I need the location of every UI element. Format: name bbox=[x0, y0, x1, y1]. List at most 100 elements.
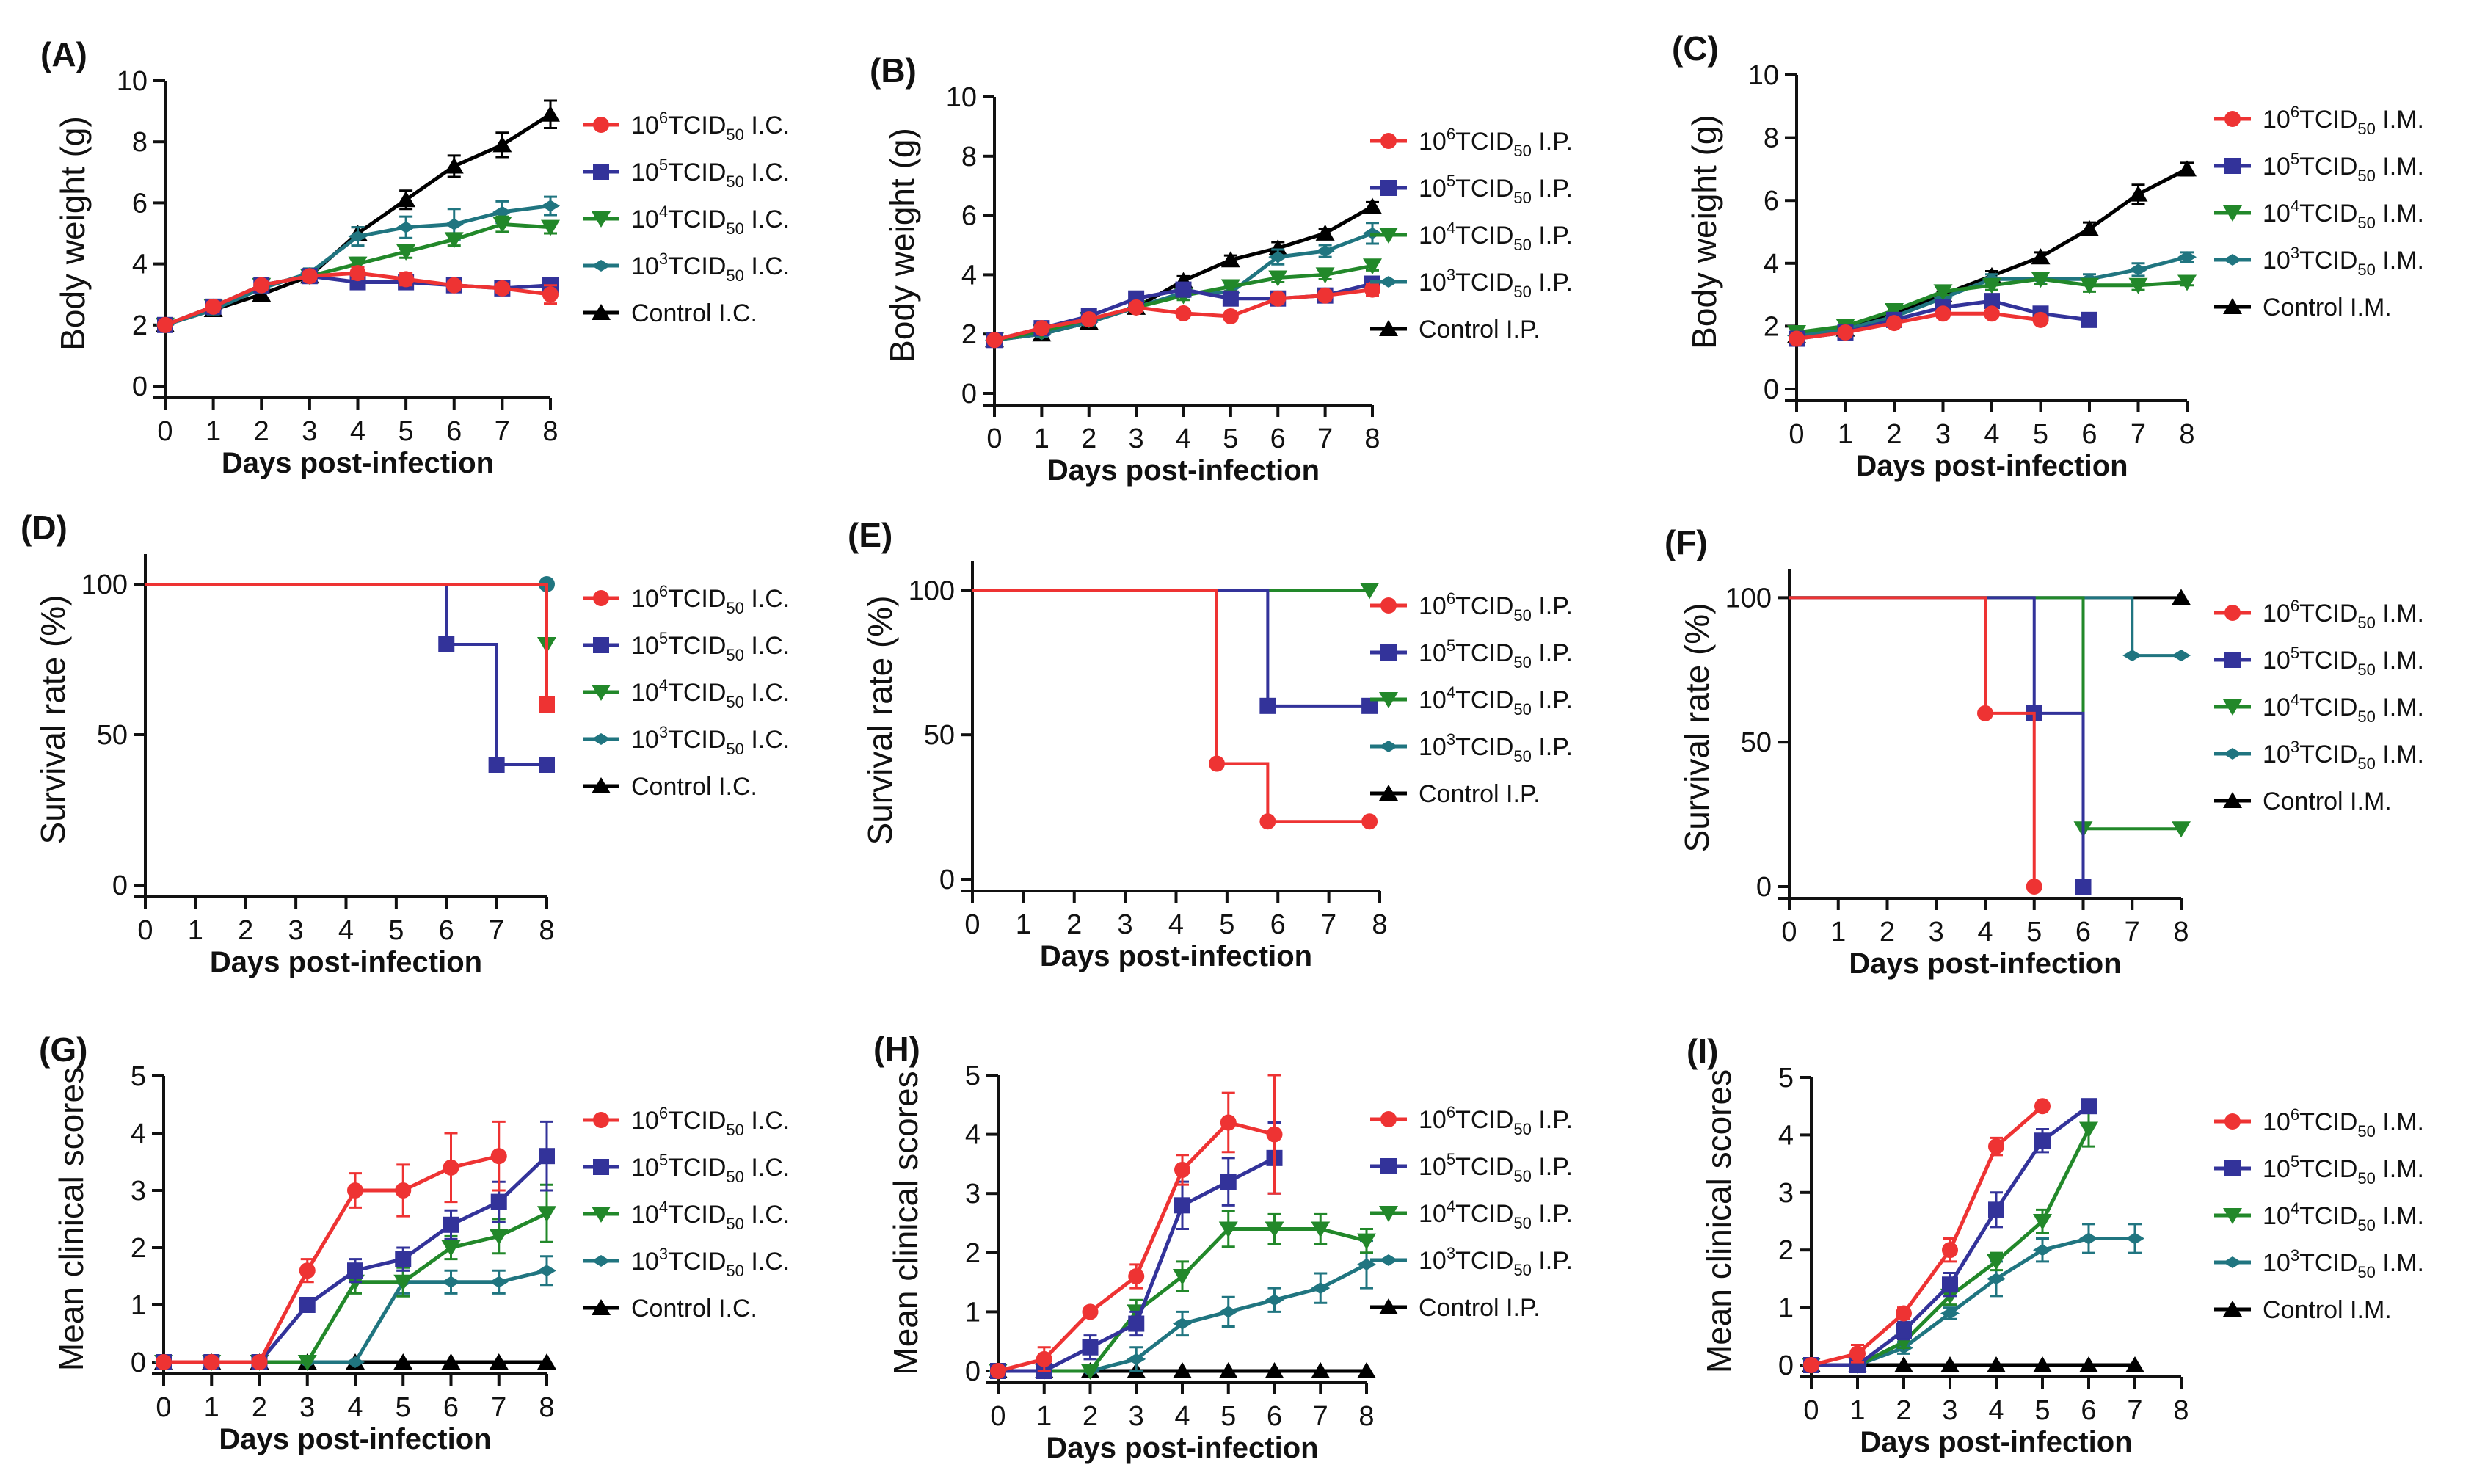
series-1 bbox=[1803, 1098, 2051, 1373]
data-point bbox=[443, 1216, 459, 1233]
data-point bbox=[1175, 281, 1192, 298]
legend-marker bbox=[592, 1207, 611, 1223]
y-axis-label: Survival rate (%) bbox=[861, 596, 899, 845]
data-point bbox=[1259, 813, 1276, 830]
y-tick-label: 0 bbox=[939, 865, 955, 895]
y-tick-label: 2 bbox=[1764, 311, 1779, 342]
data-point bbox=[2125, 1356, 2144, 1372]
data-point bbox=[1268, 239, 1288, 256]
x-tick-label: 0 bbox=[157, 416, 172, 447]
data-point bbox=[299, 1262, 316, 1279]
legend-marker bbox=[2224, 605, 2241, 621]
data-point bbox=[1265, 1294, 1284, 1306]
data-point bbox=[1270, 290, 1287, 307]
series-line bbox=[1811, 1105, 2044, 1367]
y-axis-label: Survival rate (%) bbox=[34, 595, 72, 845]
data-point bbox=[2122, 650, 2142, 662]
data-point bbox=[1174, 1197, 1190, 1214]
y-tick-label: 6 bbox=[961, 201, 977, 232]
x-tick-label: 0 bbox=[986, 423, 1002, 454]
x-tick-label: 6 bbox=[1267, 1401, 1282, 1432]
legend-marker bbox=[1379, 741, 1398, 752]
data-point bbox=[2128, 277, 2148, 294]
panel-label: (C) bbox=[1672, 29, 1719, 68]
data-point bbox=[1173, 1317, 1192, 1330]
series-1 bbox=[972, 589, 1378, 830]
x-tick-label: 2 bbox=[254, 416, 269, 447]
legend-marker bbox=[593, 637, 609, 653]
x-tick-label: 3 bbox=[299, 1392, 315, 1423]
x-tick-label: 6 bbox=[2075, 917, 2091, 947]
data-point bbox=[541, 200, 560, 212]
x-tick-label: 4 bbox=[347, 1392, 363, 1423]
chart-panel-a: (A) 0 2 4 6 8 10 0 1 2 3 4 5 6 7 8 Days post-infection Bo… bbox=[40, 35, 790, 479]
survival-step-line bbox=[1789, 596, 2085, 887]
data-point bbox=[1265, 1221, 1284, 1238]
x-axis-label: Days post-infection bbox=[1040, 940, 1312, 972]
x-tick-label: 2 bbox=[1066, 909, 1082, 940]
x-tick-label: 5 bbox=[2026, 917, 2042, 947]
data-point bbox=[2032, 311, 2049, 328]
chart-panel-d: (D) 0 50 100 0 1 2 3 4 5 6 7 8 Days post-infection Sur… bbox=[21, 509, 790, 978]
x-tick-label: 7 bbox=[491, 1392, 506, 1423]
legend-entry: 103TCID50 I.P. bbox=[1419, 730, 1573, 765]
data-point bbox=[1209, 755, 1225, 772]
x-tick-label: 2 bbox=[1081, 423, 1096, 454]
data-point bbox=[1036, 1350, 1052, 1367]
legend-entry: 105TCID50 I.P. bbox=[1419, 172, 1573, 207]
data-point bbox=[2172, 589, 2191, 605]
x-tick-label: 7 bbox=[1321, 909, 1336, 940]
series-1 bbox=[1789, 305, 2049, 347]
data-point bbox=[2033, 1356, 2052, 1372]
data-point bbox=[2080, 277, 2099, 294]
y-tick-label: 2 bbox=[1778, 1235, 1794, 1266]
legend-entry: 103TCID50 I.M. bbox=[2263, 738, 2424, 773]
data-point bbox=[1317, 287, 1334, 304]
y-tick-label: 5 bbox=[965, 1061, 980, 1091]
data-point bbox=[1987, 1273, 2006, 1285]
data-point bbox=[299, 1297, 316, 1313]
x-axis-label: Days post-infection bbox=[210, 946, 482, 978]
x-axis-label: Days post-infection bbox=[1860, 1426, 2132, 1458]
data-point bbox=[492, 205, 512, 218]
x-tick-label: 8 bbox=[2173, 917, 2189, 947]
data-point bbox=[1127, 1353, 1146, 1365]
x-tick-label: 7 bbox=[1317, 423, 1333, 454]
data-point bbox=[1885, 303, 1904, 319]
x-tick-label: 3 bbox=[1129, 423, 1144, 454]
legend-entry: Control I.C. bbox=[631, 299, 757, 327]
chart-panel-e: (E) 0 50 100 0 1 2 3 4 5 6 7 8 Days post-infection Sur… bbox=[848, 516, 1573, 972]
legend-entry: 105TCID50 I.M. bbox=[2263, 150, 2424, 185]
data-point bbox=[1977, 705, 1993, 721]
data-point bbox=[489, 1353, 509, 1370]
legend: 106TCID50 I.P. 105TCID50 I.P. 104TCID50 I.… bbox=[1370, 125, 1573, 343]
legend-marker bbox=[1380, 597, 1397, 614]
y-tick-label: 4 bbox=[1778, 1120, 1794, 1151]
y-tick-label: 3 bbox=[131, 1176, 146, 1207]
data-point bbox=[444, 157, 464, 174]
legend: 106TCID50 I.P. 105TCID50 I.P. 104TCID50 I.… bbox=[1370, 1103, 1573, 1322]
chart-panel-g: (G) 0 1 2 3 4 5 0 1 2 3 4 5 6 7 8 Days post-infection Mea… bbox=[39, 1030, 790, 1455]
x-tick-label: 5 bbox=[2033, 419, 2048, 450]
x-tick-label: 4 bbox=[1984, 419, 1999, 450]
y-tick-label: 50 bbox=[1741, 727, 1772, 758]
data-point bbox=[2034, 1132, 2051, 1149]
data-point bbox=[1175, 305, 1192, 321]
panel-label: (G) bbox=[39, 1030, 87, 1069]
legend-entry: 103TCID50 I.C. bbox=[631, 1245, 790, 1280]
series-line bbox=[164, 112, 552, 327]
data-point bbox=[1894, 1356, 1913, 1372]
legend-marker bbox=[1379, 320, 1398, 336]
y-axis-label: Body weight (g) bbox=[883, 128, 921, 363]
y-tick-label: 0 bbox=[112, 870, 128, 901]
x-tick-label: 4 bbox=[1977, 917, 1993, 947]
y-tick-label: 0 bbox=[1778, 1350, 1794, 1381]
y-axis-label: Survival rate (%) bbox=[1678, 603, 1716, 853]
legend-entry: 104TCID50 I.C. bbox=[631, 1198, 790, 1233]
data-point bbox=[2172, 650, 2191, 662]
data-point bbox=[157, 316, 173, 333]
legend-marker bbox=[1380, 180, 1397, 196]
x-tick-label: 7 bbox=[2127, 1395, 2142, 1426]
